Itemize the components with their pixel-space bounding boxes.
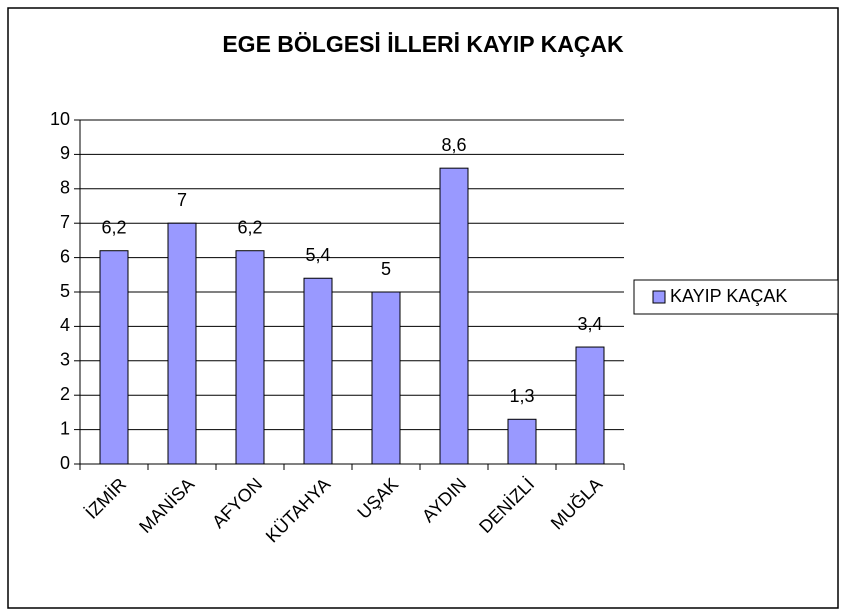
value-label: 8,6 xyxy=(441,135,466,155)
value-label: 5,4 xyxy=(305,245,330,265)
bar xyxy=(507,418,537,465)
bar xyxy=(303,277,333,465)
bar xyxy=(439,167,469,465)
value-label: 6,2 xyxy=(237,217,262,237)
y-tick-label: 1 xyxy=(60,418,70,438)
y-tick-label: 9 xyxy=(60,143,70,163)
legend-swatch xyxy=(652,290,666,304)
y-tick-label: 10 xyxy=(50,109,70,129)
bar xyxy=(99,250,129,465)
y-tick-label: 0 xyxy=(60,453,70,473)
legend-label: KAYIP KAÇAK xyxy=(670,286,787,306)
value-label: 5 xyxy=(381,259,391,279)
y-tick-label: 8 xyxy=(60,178,70,198)
bar xyxy=(575,346,605,465)
y-tick-label: 3 xyxy=(60,350,70,370)
value-label: 1,3 xyxy=(509,386,534,406)
y-tick-label: 5 xyxy=(60,281,70,301)
value-label: 7 xyxy=(177,190,187,210)
y-tick-label: 6 xyxy=(60,246,70,266)
bar xyxy=(371,291,401,465)
bar xyxy=(235,250,265,465)
bar xyxy=(167,222,197,465)
y-tick-label: 2 xyxy=(60,384,70,404)
legend-box xyxy=(633,279,839,315)
value-label: 3,4 xyxy=(577,314,602,334)
y-tick-label: 4 xyxy=(60,315,70,335)
value-label: 6,2 xyxy=(101,217,126,237)
y-tick-label: 7 xyxy=(60,212,70,232)
chart-title: EGE BÖLGESİ İLLERİ KAYIP KAÇAK xyxy=(222,31,624,57)
